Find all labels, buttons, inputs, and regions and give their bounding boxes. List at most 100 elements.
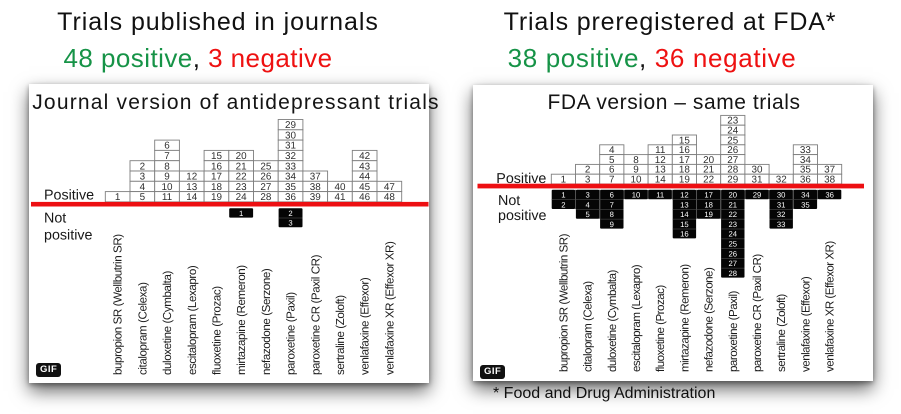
svg-text:8: 8 (164, 161, 170, 172)
svg-text:34: 34 (800, 155, 811, 166)
svg-text:positive: positive (44, 228, 93, 244)
svg-text:9: 9 (164, 172, 170, 183)
svg-text:2: 2 (140, 161, 146, 172)
svg-text:12: 12 (186, 172, 197, 183)
svg-text:41: 41 (334, 192, 345, 203)
svg-text:fluoxetine (Prozac): fluoxetine (Prozac) (210, 286, 223, 375)
svg-text:23: 23 (236, 182, 247, 193)
svg-text:31: 31 (285, 141, 296, 152)
svg-text:28: 28 (729, 269, 738, 278)
svg-text:35: 35 (801, 200, 810, 209)
svg-text:39: 39 (310, 192, 321, 203)
svg-text:24: 24 (236, 192, 247, 203)
svg-text:16: 16 (679, 145, 690, 156)
svg-text:36: 36 (825, 191, 834, 200)
svg-text:33: 33 (777, 220, 786, 229)
svg-text:20: 20 (703, 155, 714, 166)
svg-text:15: 15 (680, 220, 689, 229)
svg-text:13: 13 (680, 200, 689, 209)
svg-text:36: 36 (285, 192, 296, 203)
svg-text:28: 28 (727, 165, 738, 176)
svg-text:24: 24 (727, 126, 738, 137)
svg-text:2: 2 (585, 165, 591, 176)
svg-text:35: 35 (285, 182, 296, 193)
svg-text:Not: Not (44, 211, 66, 227)
svg-text:sertraline (Zoloft): sertraline (Zoloft) (334, 295, 347, 375)
svg-text:10: 10 (631, 175, 642, 186)
svg-text:venlafaxine (Effexor): venlafaxine (Effexor) (359, 277, 372, 375)
svg-text:20: 20 (729, 191, 738, 200)
svg-text:10: 10 (162, 182, 173, 193)
svg-text:escitalopram (Lexapro): escitalopram (Lexapro) (186, 265, 199, 375)
svg-text:nefazodone (Serzone): nefazodone (Serzone) (260, 268, 273, 375)
svg-text:31: 31 (752, 175, 763, 186)
svg-text:Not: Not (498, 193, 520, 209)
svg-text:15: 15 (211, 151, 222, 162)
svg-text:escitalopram (Lexapro): escitalopram (Lexapro) (630, 264, 643, 372)
svg-text:12: 12 (655, 155, 666, 166)
svg-text:30: 30 (285, 130, 296, 141)
svg-text:19: 19 (211, 192, 222, 203)
svg-text:fluoxetine (Prozac): fluoxetine (Prozac) (654, 285, 667, 372)
svg-text:sertraline (Zoloft): sertraline (Zoloft) (775, 294, 788, 372)
svg-text:positive: positive (498, 208, 547, 224)
svg-text:18: 18 (679, 165, 690, 176)
svg-text:7: 7 (610, 200, 614, 209)
svg-text:21: 21 (236, 161, 247, 172)
svg-text:1: 1 (561, 191, 565, 200)
svg-text:32: 32 (777, 210, 786, 219)
svg-text:3: 3 (140, 172, 146, 183)
svg-text:35: 35 (800, 165, 811, 176)
svg-text:duloxetine (Cymbalta): duloxetine (Cymbalta) (606, 269, 619, 372)
svg-text:47: 47 (384, 182, 395, 193)
svg-text:15: 15 (679, 135, 690, 146)
svg-text:26: 26 (260, 172, 271, 183)
svg-text:21: 21 (729, 200, 738, 209)
svg-text:26: 26 (729, 249, 738, 258)
svg-text:10: 10 (632, 191, 641, 200)
svg-text:Positive: Positive (496, 171, 546, 187)
svg-text:4: 4 (140, 182, 146, 193)
svg-text:2: 2 (288, 209, 292, 218)
svg-text:19: 19 (679, 175, 690, 186)
svg-text:17: 17 (211, 172, 222, 183)
svg-text:32: 32 (776, 175, 787, 186)
svg-text:29: 29 (285, 120, 296, 131)
svg-text:2: 2 (561, 200, 565, 209)
svg-text:paroxetine (Paxil): paroxetine (Paxil) (727, 290, 740, 372)
svg-text:17: 17 (704, 191, 713, 200)
svg-text:38: 38 (310, 182, 321, 193)
svg-text:11: 11 (162, 192, 173, 203)
svg-text:14: 14 (186, 192, 197, 203)
svg-text:13: 13 (186, 182, 197, 193)
svg-text:14: 14 (680, 210, 689, 219)
svg-text:18: 18 (704, 200, 713, 209)
svg-text:17: 17 (679, 155, 690, 166)
svg-text:23: 23 (729, 220, 738, 229)
svg-text:7: 7 (609, 175, 615, 186)
svg-text:16: 16 (680, 230, 689, 239)
svg-text:mirtazapine (Remeron): mirtazapine (Remeron) (235, 265, 248, 375)
svg-text:29: 29 (753, 191, 762, 200)
svg-text:22: 22 (703, 175, 714, 186)
svg-text:12: 12 (680, 191, 689, 200)
svg-text:28: 28 (260, 192, 271, 203)
svg-text:34: 34 (285, 172, 296, 183)
svg-text:36: 36 (800, 175, 811, 186)
svg-text:34: 34 (801, 191, 810, 200)
svg-text:20: 20 (236, 151, 247, 162)
svg-text:25: 25 (260, 161, 271, 172)
svg-text:paroxetine (Paxil): paroxetine (Paxil) (285, 292, 298, 375)
svg-text:37: 37 (824, 165, 835, 176)
svg-text:3: 3 (585, 175, 591, 186)
svg-text:30: 30 (752, 165, 763, 176)
svg-text:25: 25 (727, 135, 738, 146)
svg-text:33: 33 (285, 161, 296, 172)
svg-text:29: 29 (727, 175, 738, 186)
svg-text:6: 6 (164, 141, 170, 152)
svg-text:27: 27 (260, 182, 271, 193)
svg-text:33: 33 (800, 145, 811, 156)
svg-text:Positive: Positive (44, 188, 94, 204)
svg-text:25: 25 (729, 240, 738, 249)
svg-text:8: 8 (610, 210, 614, 219)
